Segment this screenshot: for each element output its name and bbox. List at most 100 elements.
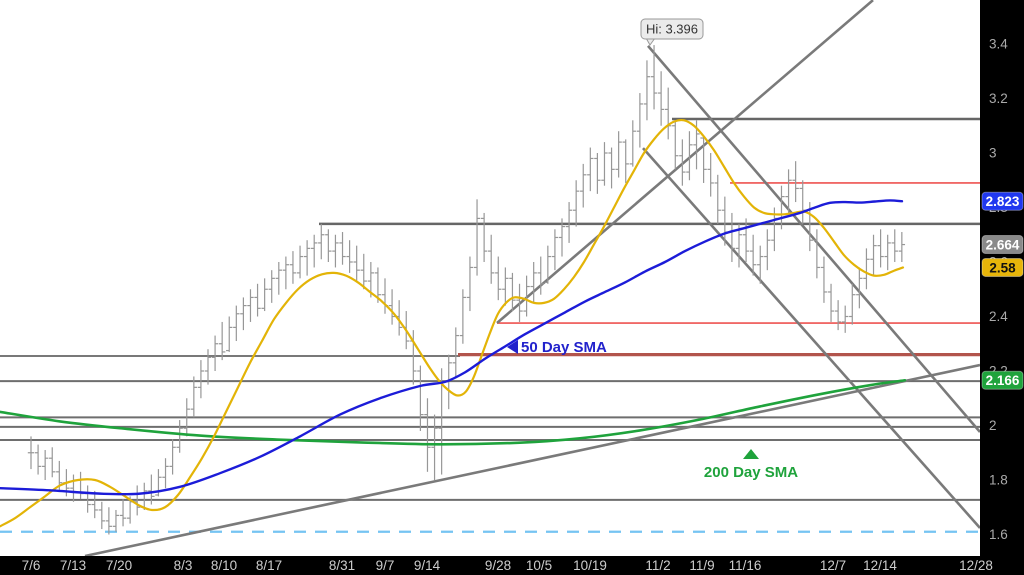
badge-50sma: 2.823 xyxy=(981,191,1024,211)
ohlc-bar xyxy=(197,360,205,399)
ohlc-bar xyxy=(98,501,105,530)
price-tick-label: 2.4 xyxy=(989,309,1008,324)
up-triangle-icon xyxy=(743,449,759,459)
ohlc-bar xyxy=(275,262,282,295)
ohlc-bar xyxy=(360,253,367,290)
ohlc-bar xyxy=(749,234,757,276)
badge-last-box xyxy=(981,235,1024,255)
ohlc-bar xyxy=(119,499,127,527)
high-value-tooltip: Hi: 3.396 xyxy=(640,18,704,46)
sma200-label-text: 200 Day SMA xyxy=(704,464,798,481)
trendline-downtrend-inner[interactable] xyxy=(642,147,980,529)
date-tick-label: 11/2 xyxy=(645,558,670,573)
date-tick-label: 11/9 xyxy=(689,558,714,573)
ohlc-bar xyxy=(91,490,98,519)
date-tick-label: 11/16 xyxy=(729,558,762,573)
ohlc-bar xyxy=(49,447,56,478)
ohlc-bar xyxy=(346,240,353,273)
ohlc-bar xyxy=(820,256,828,303)
ohlc-bar xyxy=(303,240,311,276)
ohlc-bar xyxy=(148,474,155,505)
ohlc-bar xyxy=(247,289,254,322)
ohlc-bar xyxy=(863,248,870,290)
ohlc-bar xyxy=(650,45,658,110)
sma50-label: 50 Day SMA xyxy=(507,339,607,356)
ohlc-bar xyxy=(764,229,771,271)
ohlc-bar xyxy=(339,232,346,265)
badge-shortma: 2.58 xyxy=(981,257,1024,277)
date-tick-label: 10/19 xyxy=(573,558,607,573)
ohlc-bar xyxy=(318,223,325,260)
date-axis-labels: 7/6 7/13 7/20 8/3 8/10 8/17 8/31 9/7 9/14 9/28 10/… xyxy=(22,558,993,573)
badge-last-text: 2.664 xyxy=(986,237,1020,252)
ohlc-bar xyxy=(580,163,587,208)
ohlc-bar xyxy=(204,349,212,385)
ohlc-bar xyxy=(849,283,856,325)
price-tick-label: 3.4 xyxy=(989,37,1008,52)
ohlc-bar xyxy=(813,229,821,279)
ohlc-bar xyxy=(233,305,240,342)
price-tick-label: 1.6 xyxy=(989,527,1008,542)
date-tick-label: 7/20 xyxy=(106,558,132,573)
ohlc-bar xyxy=(558,218,566,257)
ohlc-bar xyxy=(466,256,474,312)
ohlc-bar xyxy=(41,450,49,480)
date-tick-label: 12/14 xyxy=(863,558,897,573)
ohlc-bar xyxy=(891,229,898,262)
ohlc-bar xyxy=(707,153,714,197)
ohlc-bar xyxy=(700,136,707,183)
date-axis[interactable] xyxy=(0,556,980,575)
date-tick-label: 9/7 xyxy=(376,558,395,573)
200-day-sma-line xyxy=(0,378,907,446)
trend-lines[interactable] xyxy=(84,0,980,556)
tooltip-box xyxy=(640,18,704,40)
ohlc-bar xyxy=(162,458,169,489)
ohlc-bar xyxy=(431,414,438,480)
ohlc-bar xyxy=(112,509,120,532)
ohlc-bar xyxy=(672,120,679,170)
ohlc-bar xyxy=(657,71,665,126)
badge-200sma: 2.166 xyxy=(981,370,1024,390)
horizontal-levels[interactable] xyxy=(0,117,980,533)
date-tick-label: 8/10 xyxy=(211,558,237,573)
plot-area[interactable] xyxy=(0,0,980,556)
ohlc-bar xyxy=(502,267,509,306)
ohlc-bar xyxy=(452,327,459,377)
ohlc-bar xyxy=(353,245,360,282)
ohlc-bar xyxy=(856,267,863,309)
ohlc-bar xyxy=(842,305,849,333)
date-tick-label: 12/28 xyxy=(959,558,993,573)
ohlc-bar xyxy=(495,256,502,301)
ohlc-bar xyxy=(572,180,580,227)
ohlc-bar xyxy=(636,93,644,148)
ohlc-bar xyxy=(551,229,559,271)
price-badges: 2.823 2.664 2.58 2.166 xyxy=(981,191,1024,390)
date-tick-label: 9/28 xyxy=(485,558,511,573)
trendline-downtrend-high[interactable] xyxy=(647,45,980,433)
badge-last: 2.664 xyxy=(981,235,1024,255)
date-tick-label: 7/6 xyxy=(22,558,41,573)
ohlc-bar xyxy=(714,174,721,224)
trendline-uptrend-long[interactable] xyxy=(84,363,980,556)
ohlc-bar xyxy=(615,131,622,178)
ohlc-bar xyxy=(268,270,275,303)
ohlc-bar xyxy=(608,147,615,189)
price-tick-label: 3.2 xyxy=(989,91,1008,106)
plot-content: 50 Day SMA 200 Day SMA Hi: 3.396 xyxy=(0,0,980,556)
trendline-uptrend-steep[interactable] xyxy=(496,0,874,325)
ohlc-bar xyxy=(757,245,764,284)
ohlc-bar xyxy=(169,439,176,475)
date-tick-label: 8/3 xyxy=(174,558,193,573)
ohlc-bar xyxy=(424,398,431,472)
ohlc-bar xyxy=(544,245,552,284)
ohlc-bar xyxy=(34,444,42,475)
ohlc-bar xyxy=(679,139,686,186)
ohlc-bar xyxy=(884,234,891,271)
badge-shortma-box xyxy=(981,257,1024,277)
ohlc-bar xyxy=(686,131,693,181)
ohlc-bar xyxy=(459,289,467,344)
price-axis[interactable] xyxy=(980,0,1024,575)
badge-200sma-text: 2.166 xyxy=(986,373,1020,388)
ohlc-bar xyxy=(388,289,396,325)
